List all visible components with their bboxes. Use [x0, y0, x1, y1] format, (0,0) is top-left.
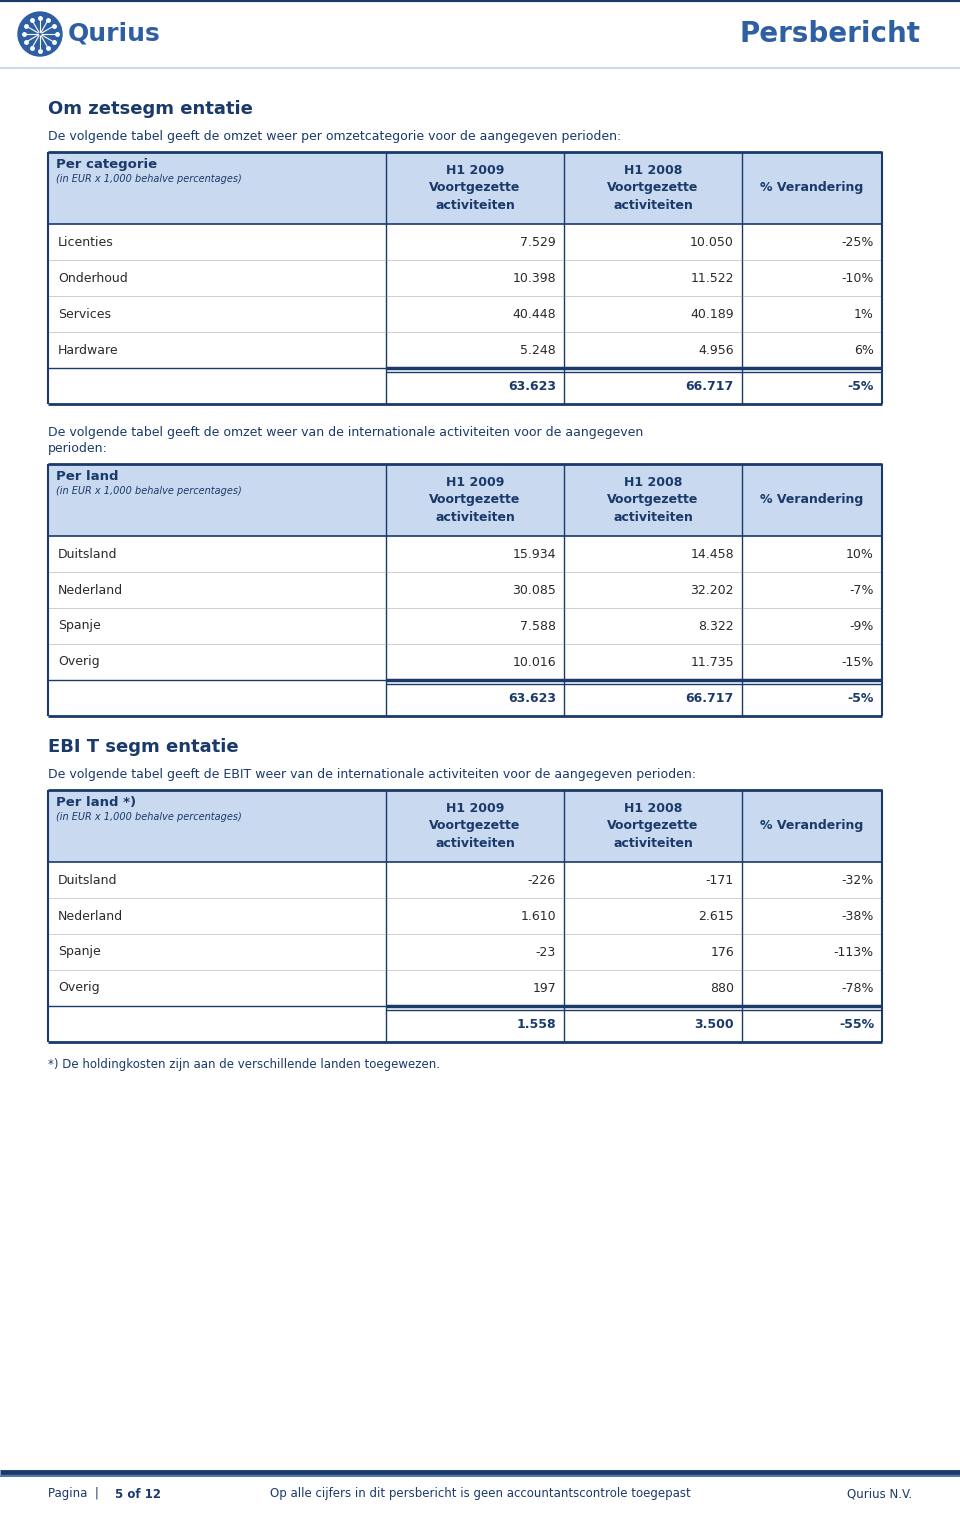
Text: -23: -23	[536, 945, 556, 958]
Text: % Verandering: % Verandering	[760, 819, 864, 832]
Text: De volgende tabel geeft de EBIT weer van de internationale activiteiten voor de : De volgende tabel geeft de EBIT weer van…	[48, 769, 696, 781]
Text: Services: Services	[58, 307, 111, 321]
Text: -5%: -5%	[848, 691, 874, 705]
Bar	[48, 790, 882, 861]
Text: 4.956: 4.956	[698, 343, 734, 357]
Text: H1 2008
Voortgezette
activiteiten: H1 2008 Voortgezette activiteiten	[608, 802, 699, 851]
Text: 63.623: 63.623	[508, 380, 556, 392]
Text: (in EUR x 1,000 behalve percentages): (in EUR x 1,000 behalve percentages)	[56, 813, 242, 822]
Text: H1 2009
Voortgezette
activiteiten: H1 2009 Voortgezette activiteiten	[429, 475, 520, 524]
Text: Qurius N.V.: Qurius N.V.	[847, 1487, 912, 1501]
Text: 2.615: 2.615	[698, 910, 734, 922]
Text: 66.717: 66.717	[685, 380, 734, 392]
Text: -7%: -7%	[850, 583, 874, 597]
Text: -113%: -113%	[834, 945, 874, 958]
Bar	[48, 463, 882, 536]
Text: De volgende tabel geeft de omzet weer per omzetcategorie voor de aangegeven peri: De volgende tabel geeft de omzet weer pe…	[48, 131, 621, 143]
Text: -32%: -32%	[842, 873, 874, 887]
Text: 7.588: 7.588	[520, 620, 556, 632]
Text: 3.500: 3.500	[694, 1018, 734, 1030]
Text: 1.610: 1.610	[520, 910, 556, 922]
Text: Nederland: Nederland	[58, 583, 123, 597]
Text: 32.202: 32.202	[690, 583, 734, 597]
Text: 10.398: 10.398	[513, 272, 556, 284]
Text: 5 of 12: 5 of 12	[115, 1487, 161, 1501]
Text: 8.322: 8.322	[698, 620, 734, 632]
Text: Per land *): Per land *)	[56, 796, 136, 810]
Text: Duitsland: Duitsland	[58, 547, 117, 561]
Text: Om zetsegm entatie: Om zetsegm entatie	[48, 100, 252, 118]
Text: Spanje: Spanje	[58, 945, 101, 958]
Text: Op alle cijfers in dit persbericht is geen accountantscontrole toegepast: Op alle cijfers in dit persbericht is ge…	[270, 1487, 690, 1501]
Text: Hardware: Hardware	[58, 343, 119, 357]
Text: Licenties: Licenties	[58, 235, 113, 249]
Text: 30.085: 30.085	[512, 583, 556, 597]
Text: H1 2008
Voortgezette
activiteiten: H1 2008 Voortgezette activiteiten	[608, 164, 699, 213]
Text: Qurius: Qurius	[68, 21, 160, 46]
Text: Onderhoud: Onderhoud	[58, 272, 128, 284]
Text: 5.248: 5.248	[520, 343, 556, 357]
Text: (in EUR x 1,000 behalve percentages): (in EUR x 1,000 behalve percentages)	[56, 486, 242, 497]
Text: Pagina  |: Pagina |	[48, 1487, 107, 1501]
Text: -25%: -25%	[842, 235, 874, 249]
Text: Nederland: Nederland	[58, 910, 123, 922]
Text: H1 2008
Voortgezette
activiteiten: H1 2008 Voortgezette activiteiten	[608, 475, 699, 524]
Text: -38%: -38%	[842, 910, 874, 922]
Text: 40.189: 40.189	[690, 307, 734, 321]
Text: 10.016: 10.016	[513, 656, 556, 668]
Text: -9%: -9%	[850, 620, 874, 632]
Text: 7.529: 7.529	[520, 235, 556, 249]
Text: EBI T segm entatie: EBI T segm entatie	[48, 738, 239, 756]
Text: 14.458: 14.458	[690, 547, 734, 561]
Text: -10%: -10%	[842, 272, 874, 284]
Text: -55%: -55%	[839, 1018, 874, 1030]
Text: Persbericht: Persbericht	[739, 20, 920, 49]
Text: 6%: 6%	[854, 343, 874, 357]
Text: % Verandering: % Verandering	[760, 494, 864, 506]
Text: 11.522: 11.522	[690, 272, 734, 284]
Text: 63.623: 63.623	[508, 691, 556, 705]
Circle shape	[18, 12, 62, 56]
Text: -226: -226	[528, 873, 556, 887]
Text: Overig: Overig	[58, 981, 100, 995]
Text: -78%: -78%	[842, 981, 874, 995]
Text: 40.448: 40.448	[513, 307, 556, 321]
Text: -15%: -15%	[842, 656, 874, 668]
Text: -5%: -5%	[848, 380, 874, 392]
Text: perioden:: perioden:	[48, 442, 108, 456]
Text: 1.558: 1.558	[516, 1018, 556, 1030]
Text: Per land: Per land	[56, 469, 118, 483]
Text: Duitsland: Duitsland	[58, 873, 117, 887]
Text: 1%: 1%	[854, 307, 874, 321]
Text: -171: -171	[706, 873, 734, 887]
Text: H1 2009
Voortgezette
activiteiten: H1 2009 Voortgezette activiteiten	[429, 164, 520, 213]
Text: Spanje: Spanje	[58, 620, 101, 632]
Text: % Verandering: % Verandering	[760, 181, 864, 194]
Text: 10%: 10%	[846, 547, 874, 561]
Text: 880: 880	[710, 981, 734, 995]
Text: (in EUR x 1,000 behalve percentages): (in EUR x 1,000 behalve percentages)	[56, 175, 242, 184]
Text: De volgende tabel geeft de omzet weer van de internationale activiteiten voor de: De volgende tabel geeft de omzet weer va…	[48, 425, 643, 439]
Text: 197: 197	[532, 981, 556, 995]
Text: Per categorie: Per categorie	[56, 158, 157, 172]
Text: *) De holdingkosten zijn aan de verschillende landen toegewezen.: *) De holdingkosten zijn aan de verschil…	[48, 1059, 440, 1071]
Text: 66.717: 66.717	[685, 691, 734, 705]
Text: 11.735: 11.735	[690, 656, 734, 668]
Text: 15.934: 15.934	[513, 547, 556, 561]
Text: 10.050: 10.050	[690, 235, 734, 249]
Text: H1 2009
Voortgezette
activiteiten: H1 2009 Voortgezette activiteiten	[429, 802, 520, 851]
Bar	[48, 152, 882, 223]
Text: 176: 176	[710, 945, 734, 958]
Text: Overig: Overig	[58, 656, 100, 668]
